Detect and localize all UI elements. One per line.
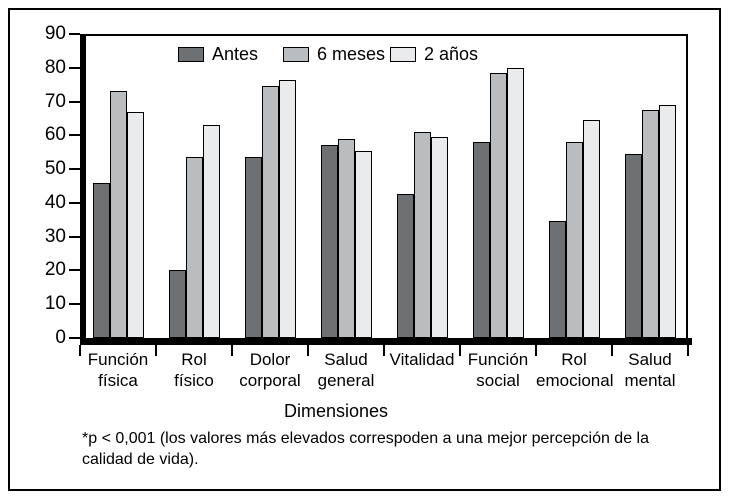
legend-entry-2-anos: 2 años bbox=[390, 44, 478, 65]
category-label-line: física bbox=[98, 371, 138, 390]
bar-antes-funcion-fisica bbox=[92, 182, 110, 338]
bar-2-anos-funcion-fisica bbox=[126, 111, 144, 338]
category-label-line: Vitalidad bbox=[389, 350, 455, 369]
category-label-rol-fisico: Rol físico bbox=[156, 349, 232, 391]
y-tick-0 bbox=[69, 337, 80, 339]
y-tick-70 bbox=[69, 100, 80, 103]
bar-6-meses-dolor-corporal bbox=[261, 86, 279, 338]
y-tick-label-80: 80 bbox=[44, 56, 66, 78]
category-label-funcion-social: Función social bbox=[460, 349, 536, 391]
y-axis-line bbox=[80, 34, 86, 345]
bar-6-meses-vitalidad bbox=[413, 131, 431, 338]
category-label-dolor-corporal: Dolor corporal bbox=[232, 349, 308, 391]
y-tick-90 bbox=[69, 33, 80, 35]
plot-area bbox=[80, 34, 688, 338]
legend-label-2-anos: 2 años bbox=[424, 44, 479, 64]
figure-border bbox=[8, 8, 721, 491]
bar-antes-funcion-social bbox=[472, 142, 490, 338]
y-tick-label-20: 20 bbox=[44, 259, 66, 281]
category-label-rol-emocional: Rol emocional bbox=[536, 349, 614, 391]
y-tick-10 bbox=[69, 303, 80, 306]
x-tick-6 bbox=[535, 345, 537, 356]
category-label-line: Rol bbox=[561, 350, 587, 369]
y-tick-50 bbox=[69, 168, 80, 171]
x-tick-3 bbox=[307, 345, 309, 356]
category-label-line: general bbox=[317, 371, 375, 390]
bar-6-meses-salud-general bbox=[337, 138, 355, 338]
bar-6-meses-funcion-social bbox=[489, 72, 507, 338]
category-label-line: corporal bbox=[239, 371, 301, 390]
y-tick-30 bbox=[69, 235, 80, 238]
x-tick-2 bbox=[231, 345, 233, 356]
category-label-line: Función bbox=[467, 350, 529, 369]
x-tick-0 bbox=[79, 345, 81, 356]
x-tick-5 bbox=[459, 345, 461, 356]
y-tick-label-60: 60 bbox=[44, 124, 66, 146]
y-tick-label-70: 70 bbox=[44, 90, 66, 112]
y-tick-label-50: 50 bbox=[44, 158, 66, 180]
bar-antes-dolor-corporal bbox=[244, 157, 262, 338]
bar-antes-rol-emocional bbox=[548, 221, 566, 338]
x-axis-line bbox=[80, 338, 692, 345]
category-label-line: social bbox=[476, 371, 520, 390]
bar-6-meses-funcion-fisica bbox=[109, 91, 127, 338]
bar-2-anos-funcion-social bbox=[506, 67, 524, 338]
bar-2-anos-dolor-corporal bbox=[278, 79, 296, 338]
bar-antes-salud-general bbox=[320, 145, 338, 338]
y-tick-80 bbox=[69, 66, 80, 69]
y-tick-label-40: 40 bbox=[44, 191, 66, 213]
footnote-line-1: *p < 0,001 (los valores más elevados cor… bbox=[82, 430, 649, 447]
bar-2-anos-salud-mental bbox=[658, 104, 676, 338]
bar-6-meses-salud-mental bbox=[641, 110, 659, 338]
x-axis-title: Dimensiones bbox=[283, 401, 389, 421]
legend-swatch-6-meses bbox=[283, 47, 309, 62]
category-label-line: Rol bbox=[181, 350, 207, 369]
category-label-salud-general: Salud general bbox=[308, 349, 384, 391]
x-tick-7 bbox=[611, 345, 613, 356]
category-label-line: físico bbox=[174, 371, 214, 390]
category-label-line: Dolor bbox=[249, 350, 291, 369]
y-tick-label-30: 30 bbox=[44, 225, 66, 247]
legend-label-6-meses: 6 meses bbox=[317, 44, 386, 64]
y-tick-60 bbox=[69, 134, 80, 137]
category-label-line: Salud bbox=[324, 350, 368, 369]
legend-label-antes: Antes bbox=[212, 44, 259, 64]
bar-2-anos-vitalidad bbox=[430, 137, 448, 338]
bar-antes-salud-mental bbox=[624, 153, 642, 338]
category-label-vitalidad: Vitalidad bbox=[384, 349, 460, 370]
legend-swatch-2-anos bbox=[390, 47, 416, 62]
bar-antes-vitalidad bbox=[396, 194, 414, 338]
footnote-line-2: calidad de vida). bbox=[82, 451, 199, 468]
legend-entry-6-meses: 6 meses bbox=[283, 44, 385, 65]
legend-swatch-antes bbox=[178, 47, 204, 62]
bar-2-anos-rol-emocional bbox=[582, 120, 600, 338]
y-tick-20 bbox=[69, 269, 80, 272]
bar-2-anos-rol-fisico bbox=[202, 125, 220, 338]
y-tick-label-0: 0 bbox=[55, 327, 66, 348]
category-label-line: emocional bbox=[536, 371, 614, 390]
x-tick-4 bbox=[383, 345, 385, 356]
bar-6-meses-rol-emocional bbox=[565, 142, 583, 338]
footnote: *p < 0,001 (los valores más elevados cor… bbox=[82, 428, 682, 470]
category-label-salud-mental: Salud mental bbox=[612, 349, 688, 391]
bar-antes-rol-fisico bbox=[168, 270, 186, 338]
x-tick-1 bbox=[155, 345, 157, 356]
category-label-funcion-fisica: Función física bbox=[80, 349, 156, 391]
category-label-line: Salud bbox=[628, 350, 672, 369]
bar-6-meses-rol-fisico bbox=[185, 157, 203, 338]
category-label-line: Función bbox=[87, 350, 149, 369]
y-tick-label-90: 90 bbox=[44, 23, 66, 44]
category-label-line: mental bbox=[624, 371, 676, 390]
x-tick-8 bbox=[687, 345, 689, 356]
bar-2-anos-salud-general bbox=[354, 150, 372, 338]
y-tick-40 bbox=[69, 201, 80, 204]
y-tick-label-10: 10 bbox=[44, 293, 66, 315]
legend-entry-antes: Antes bbox=[178, 44, 258, 65]
